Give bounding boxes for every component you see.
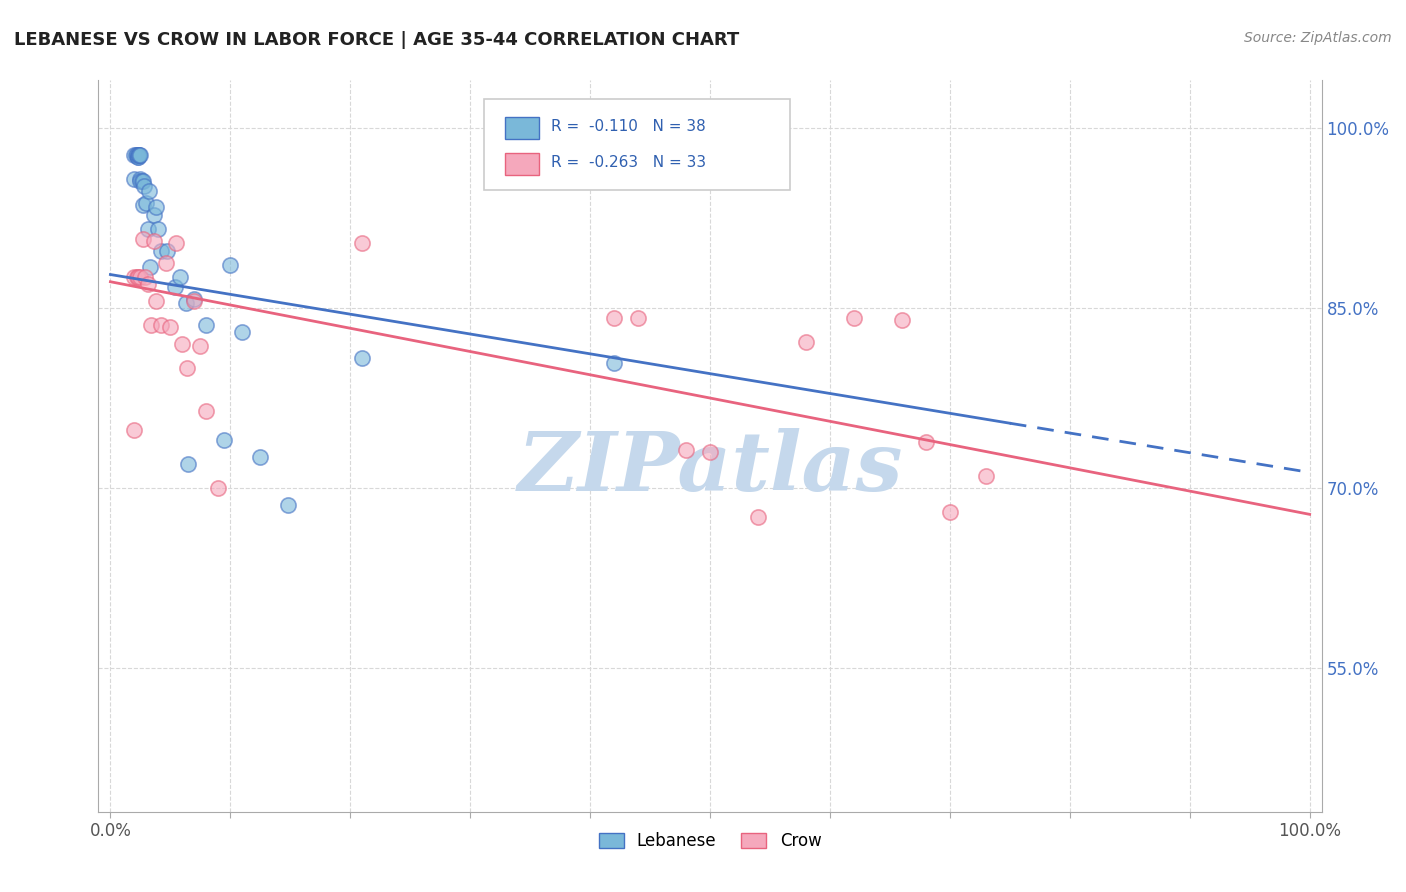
Legend: Lebanese, Crow: Lebanese, Crow bbox=[591, 823, 830, 858]
Point bbox=[128, 147, 150, 161]
Point bbox=[142, 234, 165, 248]
Bar bbox=[505, 117, 538, 139]
Point bbox=[127, 150, 149, 164]
Point bbox=[131, 174, 153, 188]
Point bbox=[231, 325, 253, 339]
Point bbox=[603, 310, 626, 325]
Point bbox=[165, 279, 187, 293]
Point bbox=[142, 208, 165, 222]
Point bbox=[124, 269, 146, 284]
Point bbox=[124, 171, 146, 186]
Point bbox=[277, 498, 299, 512]
Point bbox=[183, 293, 205, 308]
Point bbox=[134, 269, 156, 284]
Point bbox=[155, 255, 177, 269]
Point bbox=[139, 260, 162, 275]
Point bbox=[195, 318, 218, 332]
Point bbox=[141, 318, 163, 332]
Point bbox=[125, 147, 148, 161]
Point bbox=[352, 236, 374, 251]
Point bbox=[214, 433, 236, 447]
Point bbox=[149, 244, 172, 258]
Point bbox=[249, 450, 271, 464]
Point bbox=[129, 147, 152, 161]
Point bbox=[145, 293, 167, 308]
Point bbox=[177, 457, 200, 471]
Point bbox=[183, 292, 205, 306]
Point bbox=[794, 334, 817, 349]
Point bbox=[149, 318, 172, 332]
Point bbox=[148, 222, 170, 236]
Point bbox=[699, 445, 721, 459]
Point bbox=[156, 244, 179, 258]
Point bbox=[915, 435, 938, 450]
Point bbox=[176, 361, 198, 376]
Point bbox=[127, 147, 149, 161]
Point bbox=[939, 505, 962, 519]
Point bbox=[159, 320, 181, 334]
Point bbox=[207, 481, 229, 495]
Text: ZIPatlas: ZIPatlas bbox=[517, 428, 903, 508]
Point bbox=[124, 147, 146, 161]
Point bbox=[128, 147, 150, 161]
Point bbox=[124, 147, 146, 161]
Point bbox=[138, 184, 160, 198]
Point bbox=[132, 198, 155, 212]
Point bbox=[136, 222, 159, 236]
Point bbox=[188, 339, 211, 353]
Point bbox=[125, 269, 148, 284]
Point bbox=[974, 469, 997, 483]
Point bbox=[124, 424, 146, 438]
Point bbox=[132, 174, 155, 188]
Bar bbox=[505, 153, 538, 176]
FancyBboxPatch shape bbox=[484, 99, 790, 190]
Point bbox=[174, 296, 197, 310]
Point bbox=[195, 404, 218, 418]
Point bbox=[127, 269, 149, 284]
Point bbox=[219, 258, 242, 272]
Point bbox=[127, 150, 149, 164]
Point bbox=[842, 310, 865, 325]
Point bbox=[627, 310, 650, 325]
Text: LEBANESE VS CROW IN LABOR FORCE | AGE 35-44 CORRELATION CHART: LEBANESE VS CROW IN LABOR FORCE | AGE 35… bbox=[14, 31, 740, 49]
Point bbox=[132, 231, 155, 245]
Point bbox=[165, 236, 187, 251]
Text: R =  -0.263   N = 33: R = -0.263 N = 33 bbox=[551, 155, 706, 170]
Point bbox=[603, 356, 626, 370]
Point bbox=[129, 171, 152, 186]
Point bbox=[145, 200, 167, 214]
Point bbox=[129, 174, 152, 188]
Text: R =  -0.110   N = 38: R = -0.110 N = 38 bbox=[551, 119, 706, 134]
Point bbox=[747, 509, 769, 524]
Point bbox=[352, 351, 374, 366]
Point bbox=[129, 269, 152, 284]
Point bbox=[172, 337, 194, 351]
Point bbox=[135, 195, 157, 210]
Point bbox=[132, 178, 155, 193]
Point bbox=[890, 313, 912, 327]
Point bbox=[169, 269, 191, 284]
Point bbox=[136, 277, 159, 292]
Text: Source: ZipAtlas.com: Source: ZipAtlas.com bbox=[1244, 31, 1392, 45]
Point bbox=[675, 442, 697, 457]
